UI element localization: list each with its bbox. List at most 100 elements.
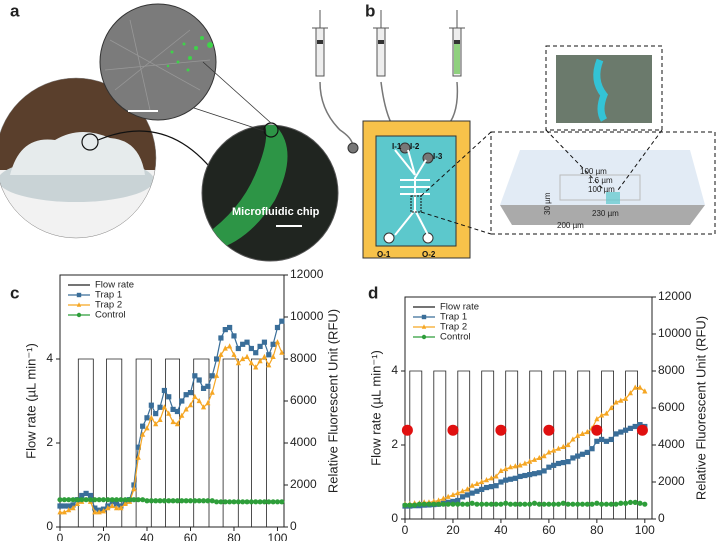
marker	[183, 392, 189, 398]
panel-label: d	[368, 283, 378, 302]
marker	[584, 428, 590, 435]
port-label: O-1	[377, 250, 391, 259]
marker	[153, 411, 159, 417]
marker	[623, 395, 629, 401]
marker	[623, 427, 629, 433]
marker	[555, 460, 562, 467]
marker	[174, 498, 181, 504]
marker	[131, 486, 137, 492]
series-line	[405, 387, 646, 505]
marker	[213, 372, 220, 378]
y-axis-label: Flow rate (µL min⁻¹)	[23, 343, 38, 459]
marker	[76, 292, 82, 298]
marker	[213, 499, 220, 505]
y2-tick-label: 0	[658, 511, 665, 525]
marker	[257, 358, 263, 364]
marker	[174, 421, 181, 427]
marker	[174, 408, 181, 415]
marker	[257, 499, 263, 505]
marker	[488, 475, 494, 481]
marker	[79, 492, 85, 499]
marker	[148, 498, 154, 504]
marker	[83, 497, 89, 503]
marker	[632, 499, 638, 505]
marker	[92, 509, 98, 515]
marker	[144, 415, 150, 421]
marker	[153, 421, 159, 427]
marker	[257, 343, 263, 349]
marker	[579, 451, 586, 457]
marker	[594, 500, 600, 506]
marker	[440, 501, 446, 507]
marker	[253, 364, 259, 370]
marker	[541, 501, 547, 507]
marker	[279, 349, 285, 355]
marker	[196, 397, 202, 404]
marker	[122, 500, 128, 506]
marker	[527, 458, 533, 464]
marker	[575, 501, 581, 507]
marker	[613, 501, 619, 507]
x-tick-label: 60	[184, 531, 198, 541]
x-tick-label: 20	[446, 523, 460, 537]
dimension-label: 100 µm	[588, 185, 615, 194]
marker	[227, 324, 233, 331]
marker	[83, 490, 89, 496]
marker	[512, 463, 518, 469]
marker	[96, 497, 102, 503]
marker	[469, 500, 475, 506]
marker	[244, 499, 250, 505]
marker	[627, 425, 634, 431]
marker	[603, 410, 610, 416]
marker	[148, 414, 154, 420]
marker	[599, 501, 605, 507]
marker	[70, 505, 76, 511]
marker	[253, 499, 259, 505]
marker	[464, 501, 470, 507]
marker	[459, 488, 466, 494]
panel-label: b	[365, 1, 375, 20]
marker	[632, 423, 638, 430]
panel-b-schematic: I-1 I-2 I-3 O-1 O-2 100 µm 1.6 µm 100 µm…	[312, 10, 716, 259]
dimension-label: 1.6 µm	[588, 176, 613, 185]
y2-tick-label: 0	[290, 519, 297, 533]
marker	[235, 360, 241, 366]
y2-tick-label: 4000	[290, 435, 317, 449]
marker	[113, 501, 120, 507]
marker	[179, 498, 185, 504]
marker	[100, 497, 107, 503]
chip-label: Microfluidic chip	[232, 206, 320, 218]
marker	[642, 501, 648, 507]
marker	[591, 424, 603, 436]
marker	[192, 373, 198, 379]
marker	[170, 406, 176, 412]
marker	[157, 498, 163, 504]
marker	[105, 497, 111, 503]
marker	[166, 394, 172, 400]
marker	[61, 497, 67, 503]
marker	[231, 351, 237, 357]
marker	[536, 470, 542, 476]
marker	[608, 404, 614, 411]
marker	[531, 456, 538, 462]
marker	[498, 479, 504, 485]
marker	[543, 424, 555, 436]
marker	[270, 499, 276, 505]
marker	[522, 501, 528, 507]
marker	[74, 500, 80, 506]
marker	[140, 497, 146, 503]
marker	[536, 454, 542, 461]
panel-label: c	[10, 283, 19, 302]
marker	[244, 353, 250, 359]
y2-tick-label: 4000	[658, 437, 685, 451]
marker	[274, 339, 281, 345]
marker	[144, 498, 150, 504]
marker	[575, 432, 581, 438]
marker	[161, 404, 167, 410]
marker	[584, 449, 590, 455]
marker	[61, 503, 67, 509]
marker	[636, 424, 648, 436]
marker	[546, 501, 552, 507]
marker	[455, 501, 461, 507]
marker	[227, 499, 233, 505]
